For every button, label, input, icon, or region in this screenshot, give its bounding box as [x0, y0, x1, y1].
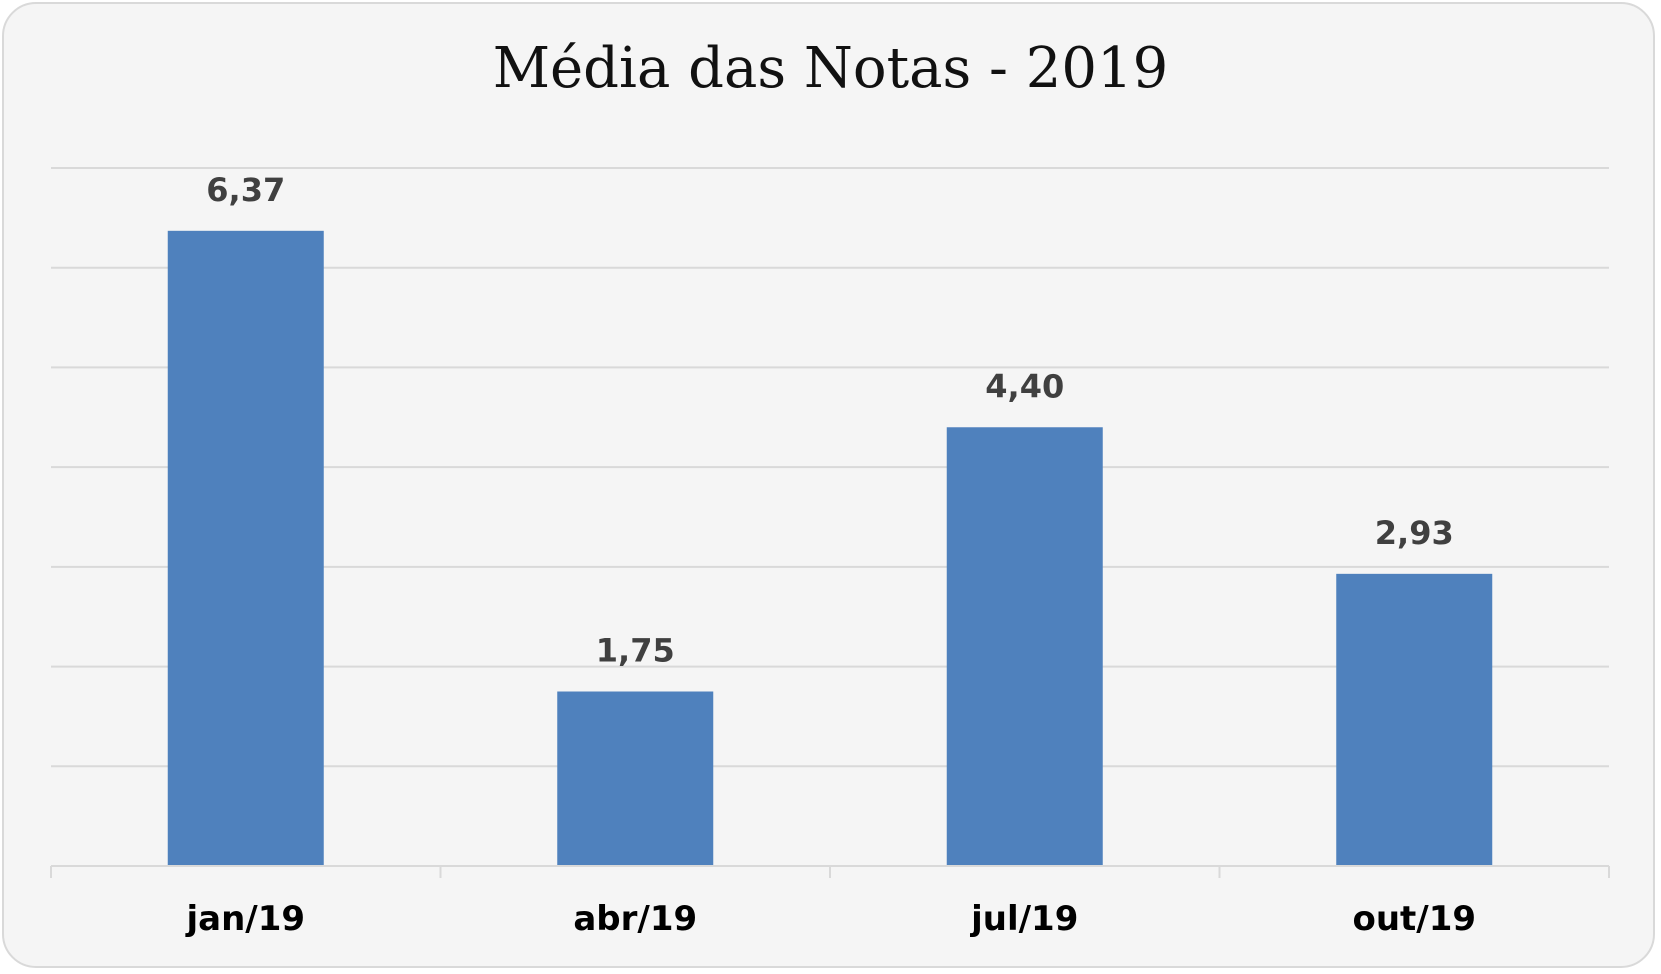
bars: [167, 230, 1493, 866]
chart-title: Média das Notas - 2019: [492, 36, 1169, 101]
bar: [1336, 573, 1493, 866]
x-tick-label: out/19: [1352, 899, 1476, 939]
bar: [946, 427, 1103, 866]
data-label: 1,75: [596, 632, 675, 670]
data-label: 2,93: [1375, 514, 1454, 552]
bar: [557, 691, 714, 866]
data-label: 6,37: [206, 171, 285, 209]
x-axis: jan/19 abr/19 jul/19 out/19: [50, 865, 1610, 939]
x-tick-label: jul/19: [969, 899, 1078, 939]
bar: [167, 230, 324, 866]
x-tick-label: jan/19: [184, 899, 305, 939]
data-labels: 6,37 1,75 4,40 2,93: [206, 171, 1453, 670]
x-tick-label: abr/19: [573, 899, 697, 939]
data-label: 4,40: [985, 367, 1064, 405]
